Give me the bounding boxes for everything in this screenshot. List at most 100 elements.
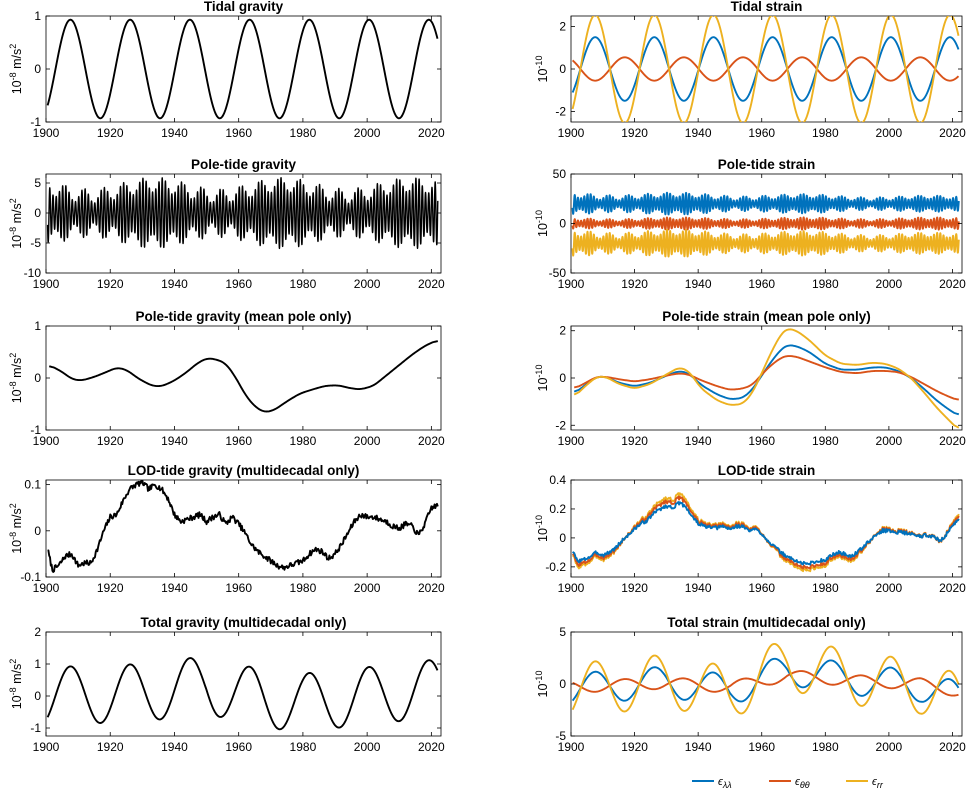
- chart-panel-total-gravity: Total gravity (multidecadal only) 1900 192…: [8, 615, 445, 754]
- y-label-unit-exponent: 2: [8, 44, 18, 49]
- x-tick-label: 1940: [161, 740, 188, 754]
- x-tick-label: 1900: [33, 581, 60, 595]
- chart-panel-pole-tide-strain-mean: Pole-tide strain (mean pole only) 1900 192…: [534, 309, 966, 448]
- x-tick-label: 1980: [290, 126, 317, 140]
- y-label-base: 10: [10, 235, 24, 249]
- x-tick-label: 1920: [621, 434, 648, 448]
- x-tick-label: 1960: [225, 277, 252, 291]
- x-tick-label: 2020: [939, 740, 966, 754]
- y-axis-label: 10-8 m/s2: [8, 503, 24, 554]
- x-tick-label: 1980: [290, 740, 317, 754]
- y-tick-label: 0.1: [24, 478, 41, 492]
- series-line-rr: [571, 228, 960, 258]
- axes-box: [45, 15, 442, 123]
- x-tick-label: 1940: [161, 126, 188, 140]
- x-tick-label: 2020: [939, 581, 966, 595]
- x-tick-label: 1900: [33, 740, 60, 754]
- y-label-unit-exponent: 2: [8, 353, 18, 358]
- y-axis-label: 10-8 m/s2: [8, 198, 24, 249]
- chart-panel-pole-tide-gravity-mean: Pole-tide gravity (mean pole only) 1900 19…: [8, 309, 445, 448]
- series-line-gravity: [46, 18, 439, 120]
- y-tick-label: 1: [34, 319, 41, 333]
- y-tick-label: 0: [34, 371, 41, 385]
- y-label-base: 10: [10, 389, 24, 403]
- y-tick-label: -1: [30, 721, 41, 735]
- series-line-λλ: [572, 501, 960, 566]
- series-line-rr: [571, 642, 960, 715]
- y-tick-label: 2: [559, 324, 566, 338]
- y-tick-label: -0.1: [20, 570, 41, 584]
- x-tick-label: 2020: [418, 126, 445, 140]
- chart-title: Pole-tide gravity (mean pole only): [135, 309, 351, 324]
- y-label-exponent: -10: [534, 56, 544, 69]
- chart-title: Tidal gravity: [204, 0, 284, 14]
- y-tick-label: -5: [555, 729, 566, 743]
- x-tick-label: 1940: [161, 277, 188, 291]
- chart-panel-lod-tide-strain: LOD-tide strain 1900 1920 1940 1960 1980 2000 2…: [534, 463, 966, 595]
- y-label-base: 10: [10, 80, 24, 94]
- x-tick-label: 1980: [812, 277, 839, 291]
- y-label-unit: m/s: [10, 508, 24, 532]
- axes-box: [570, 15, 963, 123]
- series-line-gravity: [47, 480, 439, 573]
- legend-label: ϵrr: [872, 776, 884, 790]
- chart-title: Total gravity (multidecadal only): [140, 615, 346, 630]
- x-tick-label: 1940: [161, 434, 188, 448]
- x-tick-label: 2000: [354, 581, 381, 595]
- x-tick-label: 1920: [621, 277, 648, 291]
- x-tick-label: 1960: [748, 126, 775, 140]
- chart-panel-pole-tide-gravity: Pole-tide gravity 1900 1920 1940 1960 1980 200…: [8, 157, 445, 291]
- x-tick-label: 1940: [161, 581, 188, 595]
- y-axis-label: 10-8 m/s2: [8, 353, 24, 404]
- y-tick-label: 0.4: [549, 473, 566, 487]
- x-tick-label: 2000: [876, 126, 903, 140]
- y-tick-label: -2: [555, 104, 566, 118]
- series-line-θθ: [573, 355, 959, 401]
- x-tick-label: 1900: [558, 434, 585, 448]
- x-tick-label: 1920: [97, 277, 124, 291]
- chart-title: Pole-tide strain (mean pole only): [662, 309, 871, 324]
- y-label-unit: m/s: [10, 358, 24, 382]
- x-tick-label: 1940: [685, 126, 712, 140]
- y-label-base: 10: [10, 540, 24, 554]
- y-tick-label: 5: [34, 176, 41, 190]
- x-tick-label: 1920: [621, 126, 648, 140]
- y-axis-label: 10-8 m/s2: [8, 44, 24, 95]
- axes-box: [570, 325, 963, 431]
- y-tick-label: 0: [34, 689, 41, 703]
- y-tick-label: 0: [34, 206, 41, 220]
- x-tick-label: 2020: [418, 277, 445, 291]
- y-label-exponent: -8: [8, 72, 18, 80]
- legend-label: ϵλλ: [718, 776, 732, 790]
- y-label-exponent: -10: [534, 671, 544, 684]
- y-tick-label: -2: [555, 418, 566, 432]
- x-tick-label: 1960: [225, 740, 252, 754]
- series-line-θθ: [572, 670, 959, 697]
- x-tick-label: 2020: [418, 434, 445, 448]
- y-label-exponent: -10: [534, 210, 544, 223]
- y-tick-label: 0: [559, 677, 566, 691]
- series-line-λλ: [571, 36, 960, 102]
- x-tick-label: 1920: [97, 434, 124, 448]
- legend-subscript: rr: [877, 780, 884, 790]
- legend-subscript: λλ: [722, 780, 732, 790]
- series-line-θθ: [571, 216, 960, 231]
- chart-title: Tidal strain: [731, 0, 803, 14]
- x-tick-label: 2020: [418, 740, 445, 754]
- x-tick-label: 2020: [418, 581, 445, 595]
- y-label-exponent: -8: [8, 227, 18, 235]
- series-line-gravity: [46, 657, 439, 731]
- x-tick-label: 1980: [290, 581, 317, 595]
- x-tick-label: 1920: [97, 126, 124, 140]
- y-tick-label: -1: [30, 423, 41, 437]
- y-axis-label: 10-10: [534, 671, 550, 698]
- y-tick-label: -0.2: [545, 560, 566, 574]
- axes-box: [45, 631, 442, 737]
- x-tick-label: 1900: [558, 126, 585, 140]
- y-tick-label: 5: [559, 625, 566, 639]
- y-tick-label: 0: [559, 531, 566, 545]
- y-label-base: 10: [536, 684, 550, 698]
